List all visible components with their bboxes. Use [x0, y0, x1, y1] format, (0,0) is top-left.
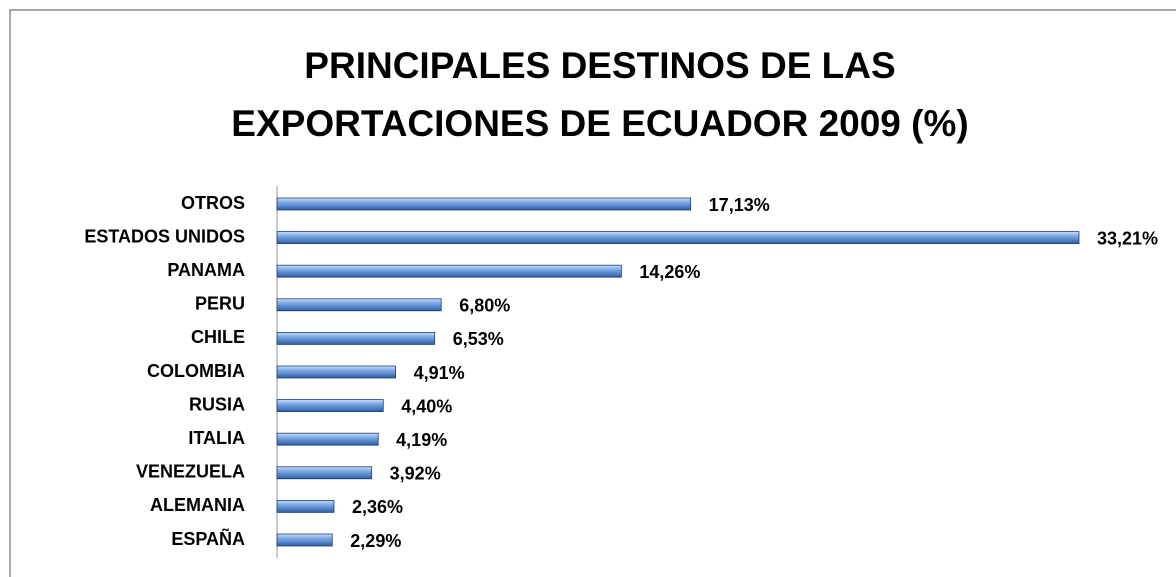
- bar: [276, 231, 1080, 245]
- bar: [276, 197, 692, 211]
- value-label: 6,80%: [459, 296, 510, 316]
- category-label: ITALIA: [188, 428, 245, 448]
- value-label: 4,19%: [396, 430, 447, 450]
- bar: [276, 365, 396, 379]
- value-label: 14,26%: [639, 262, 700, 282]
- category-label: VENEZUELA: [136, 462, 245, 482]
- bar: [276, 466, 373, 480]
- category-label: ESTADOS UNIDOS: [84, 226, 245, 246]
- bar: [276, 499, 335, 513]
- bar: [276, 533, 333, 547]
- value-label: 3,92%: [390, 464, 441, 484]
- category-label: COLOMBIA: [147, 361, 245, 381]
- category-label: OTROS: [181, 193, 245, 213]
- value-label: 33,21%: [1097, 228, 1158, 248]
- value-label: 6,53%: [453, 329, 504, 349]
- bar: [276, 432, 379, 446]
- chart-title: PRINCIPALES DESTINOS DE LAS: [304, 45, 895, 86]
- value-label: 17,13%: [709, 195, 770, 215]
- category-label: CHILE: [191, 327, 245, 347]
- bar: [276, 298, 442, 312]
- category-label: RUSIA: [189, 394, 245, 414]
- bar: [276, 331, 436, 345]
- category-label: ESPAÑA: [171, 528, 245, 549]
- value-label: 4,91%: [414, 363, 465, 383]
- chart-frame: [9, 9, 1176, 577]
- chart-title: EXPORTACIONES DE ECUADOR 2009 (%): [231, 103, 968, 144]
- bar: [276, 399, 384, 413]
- value-label: 2,29%: [350, 531, 401, 551]
- bar: [276, 264, 622, 278]
- value-label: 4,40%: [401, 396, 452, 416]
- value-label: 2,36%: [352, 497, 403, 517]
- category-label: ALEMANIA: [150, 495, 245, 515]
- category-label: PERU: [195, 294, 245, 314]
- category-label: PANAMA: [167, 260, 245, 280]
